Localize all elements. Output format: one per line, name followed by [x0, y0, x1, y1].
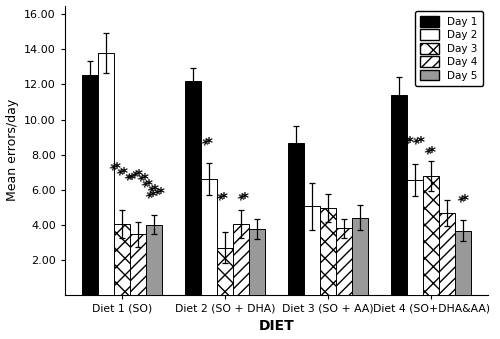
Text: *: * — [152, 186, 169, 202]
Text: *: * — [461, 195, 469, 210]
Bar — [336, 228, 352, 295]
Text: *: * — [144, 190, 160, 206]
Text: *: * — [136, 173, 153, 189]
Bar — [114, 224, 130, 295]
Text: *: * — [416, 136, 424, 151]
Text: *: * — [220, 192, 228, 207]
Text: *: * — [112, 162, 120, 177]
Text: *: * — [148, 190, 156, 205]
Text: *: * — [140, 178, 156, 194]
Text: *: * — [116, 167, 132, 183]
Text: *: * — [424, 145, 440, 162]
Bar — [352, 218, 368, 295]
Bar — [185, 81, 201, 295]
Text: *: * — [108, 161, 124, 178]
Bar — [391, 95, 407, 295]
Bar — [146, 225, 162, 295]
Text: *: * — [146, 183, 163, 200]
Text: *: * — [144, 179, 152, 194]
Text: *: * — [406, 136, 414, 151]
Text: *: * — [124, 172, 140, 188]
Bar — [98, 53, 114, 295]
Text: *: * — [141, 173, 149, 188]
Bar — [201, 179, 217, 295]
Text: *: * — [150, 184, 158, 199]
Bar — [233, 224, 249, 295]
X-axis label: DIET: DIET — [258, 319, 294, 334]
Text: *: * — [402, 135, 418, 151]
Text: *: * — [412, 135, 428, 151]
Text: *: * — [241, 192, 249, 207]
Text: *: * — [216, 191, 232, 207]
Text: *: * — [120, 167, 128, 182]
Bar — [217, 247, 233, 295]
Bar — [407, 180, 423, 295]
Bar — [320, 208, 336, 295]
Text: *: * — [200, 136, 217, 152]
Y-axis label: Mean errors/day: Mean errors/day — [6, 99, 18, 201]
Legend: Day 1, Day 2, Day 3, Day 4, Day 5: Day 1, Day 2, Day 3, Day 4, Day 5 — [415, 11, 482, 86]
Text: *: * — [237, 191, 253, 207]
Bar — [304, 206, 320, 295]
Text: *: * — [128, 173, 136, 187]
Text: *: * — [134, 169, 142, 184]
Bar — [423, 176, 439, 295]
Text: *: * — [205, 137, 213, 152]
Text: *: * — [428, 146, 436, 161]
Text: *: * — [157, 186, 165, 202]
Bar — [130, 234, 146, 295]
Bar — [439, 213, 455, 295]
Text: *: * — [130, 168, 147, 185]
Bar — [288, 143, 304, 295]
Bar — [249, 229, 265, 295]
Bar — [455, 231, 471, 295]
Bar — [82, 75, 98, 295]
Text: *: * — [457, 194, 473, 210]
